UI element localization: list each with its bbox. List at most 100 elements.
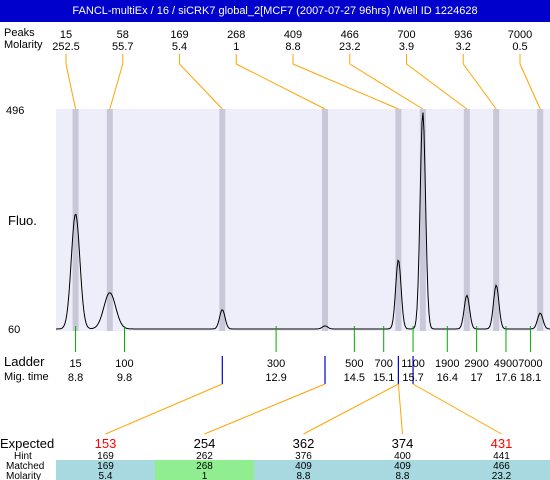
top-connector	[406, 63, 468, 110]
top-connector	[65, 63, 77, 110]
molarity-value: 23.2	[492, 471, 512, 480]
top-connector	[179, 63, 223, 110]
peak-size-value: 700	[397, 29, 415, 41]
ladder-size-value: 300	[267, 358, 285, 370]
peak-band	[72, 109, 79, 331]
peak-molarity-value: 8.8	[285, 41, 300, 53]
hint-value: 376	[295, 451, 312, 462]
y-top-label: 496	[6, 105, 24, 117]
y-axis-label: Fluo.	[8, 213, 37, 228]
ladder-size-value: 700	[375, 358, 393, 370]
bottom-connector	[105, 383, 223, 435]
peak-molarity-value: 5.4	[172, 41, 187, 53]
bottom-connector	[303, 383, 399, 435]
matched-cell	[155, 460, 254, 480]
ladder-mig-time-value: 17	[471, 372, 483, 384]
ladder-size-value: 2900	[464, 358, 488, 370]
top-connector	[462, 63, 497, 110]
matched-cell	[56, 460, 155, 480]
ladder-size-value: 1900	[435, 358, 459, 370]
matched-value: 409	[295, 461, 312, 472]
window-title: FANCL-multiEx / 16 / siCRK7 global_2[MCF…	[0, 0, 550, 22]
peak-size-value: 169	[170, 29, 188, 41]
ladder-mig-time-value: 16.4	[437, 372, 458, 384]
top-connector	[109, 63, 124, 110]
hint-value: 400	[394, 451, 411, 462]
peak-molarity-value: 3.2	[456, 41, 471, 53]
bottom-connector	[397, 383, 403, 435]
expected-value: 153	[95, 436, 117, 451]
ladder-mig-time-value: 14.5	[344, 372, 365, 384]
bottom-connector	[412, 383, 502, 435]
matched-value: 409	[394, 461, 411, 472]
top-connector	[292, 63, 399, 110]
mig-time-label: Mig. time	[4, 371, 49, 383]
ladder-mig-time-value: 12.9	[265, 372, 286, 384]
peak-molarity-value: 55.7	[112, 41, 133, 53]
matched-value: 268	[196, 461, 213, 472]
ladder-label: Ladder	[4, 354, 45, 369]
expected-value: 254	[194, 436, 216, 451]
peak-band	[322, 109, 329, 331]
top-connector	[349, 63, 424, 110]
matched-value: 169	[97, 461, 114, 472]
hint-label: Hint	[14, 451, 32, 462]
ladder-size-value: 7000	[518, 358, 542, 370]
ladder-size-value: 500	[345, 358, 363, 370]
matched-cell	[254, 460, 353, 480]
peaks-row-label: Peaks	[4, 27, 35, 39]
plot-area	[56, 109, 550, 331]
ladder-size-value: 100	[115, 358, 133, 370]
peak-molarity-value: 0.5	[512, 41, 527, 53]
peak-size-value: 409	[284, 29, 302, 41]
peak-size-value: 936	[454, 29, 472, 41]
hint-value: 262	[196, 451, 213, 462]
expected-value: 431	[491, 436, 513, 451]
ladder-mig-time-value: 17.6	[495, 372, 516, 384]
ladder-size-value: 15	[69, 358, 81, 370]
peak-size-value: 58	[117, 29, 129, 41]
table-molarity-label: Molarity	[6, 471, 41, 480]
molarity-value: 5.4	[99, 471, 113, 480]
ladder-mig-time-value: 15.1	[373, 372, 394, 384]
molarity-value: 8.8	[396, 471, 410, 480]
bottom-connector	[204, 383, 326, 435]
molarity-row-label: Molarity	[4, 39, 43, 51]
top-connector	[519, 63, 541, 110]
ladder-mig-time-value: 18.1	[520, 372, 541, 384]
hint-value: 441	[493, 451, 510, 462]
peak-band	[395, 109, 402, 331]
molarity-value: 8.8	[297, 471, 311, 480]
peak-band	[537, 109, 544, 331]
matched-cell	[452, 460, 550, 480]
matched-label: Matched	[6, 461, 44, 472]
peak-molarity-value: 252.5	[52, 41, 80, 53]
peak-band	[106, 109, 113, 331]
top-connector	[236, 63, 326, 110]
y-bottom-label: 60	[8, 324, 20, 336]
ladder-size-value: 4900	[494, 358, 518, 370]
molarity-value: 1	[202, 471, 208, 480]
expected-label: Expected	[0, 436, 54, 451]
matched-value: 466	[493, 461, 510, 472]
peak-size-value: 466	[341, 29, 359, 41]
ladder-mig-time-value: 8.8	[68, 372, 83, 384]
matched-cell	[353, 460, 452, 480]
peak-molarity-value: 1	[233, 41, 239, 53]
peak-band	[463, 109, 470, 331]
peak-size-value: 15	[60, 29, 72, 41]
expected-value: 374	[392, 436, 414, 451]
peak-band	[219, 109, 226, 331]
ladder-mig-time-value: 9.8	[117, 372, 132, 384]
peak-band	[493, 109, 500, 331]
fluorescence-trace	[56, 112, 550, 330]
ladder-size-value: 1100	[401, 358, 425, 370]
ladder-mig-time-value: 15.7	[402, 372, 423, 384]
peak-size-value: 268	[227, 29, 245, 41]
peak-molarity-value: 23.2	[339, 41, 360, 53]
peak-molarity-value: 3.9	[399, 41, 414, 53]
peak-size-value: 7000	[508, 29, 532, 41]
hint-value: 169	[97, 451, 114, 462]
peak-band	[419, 109, 426, 331]
